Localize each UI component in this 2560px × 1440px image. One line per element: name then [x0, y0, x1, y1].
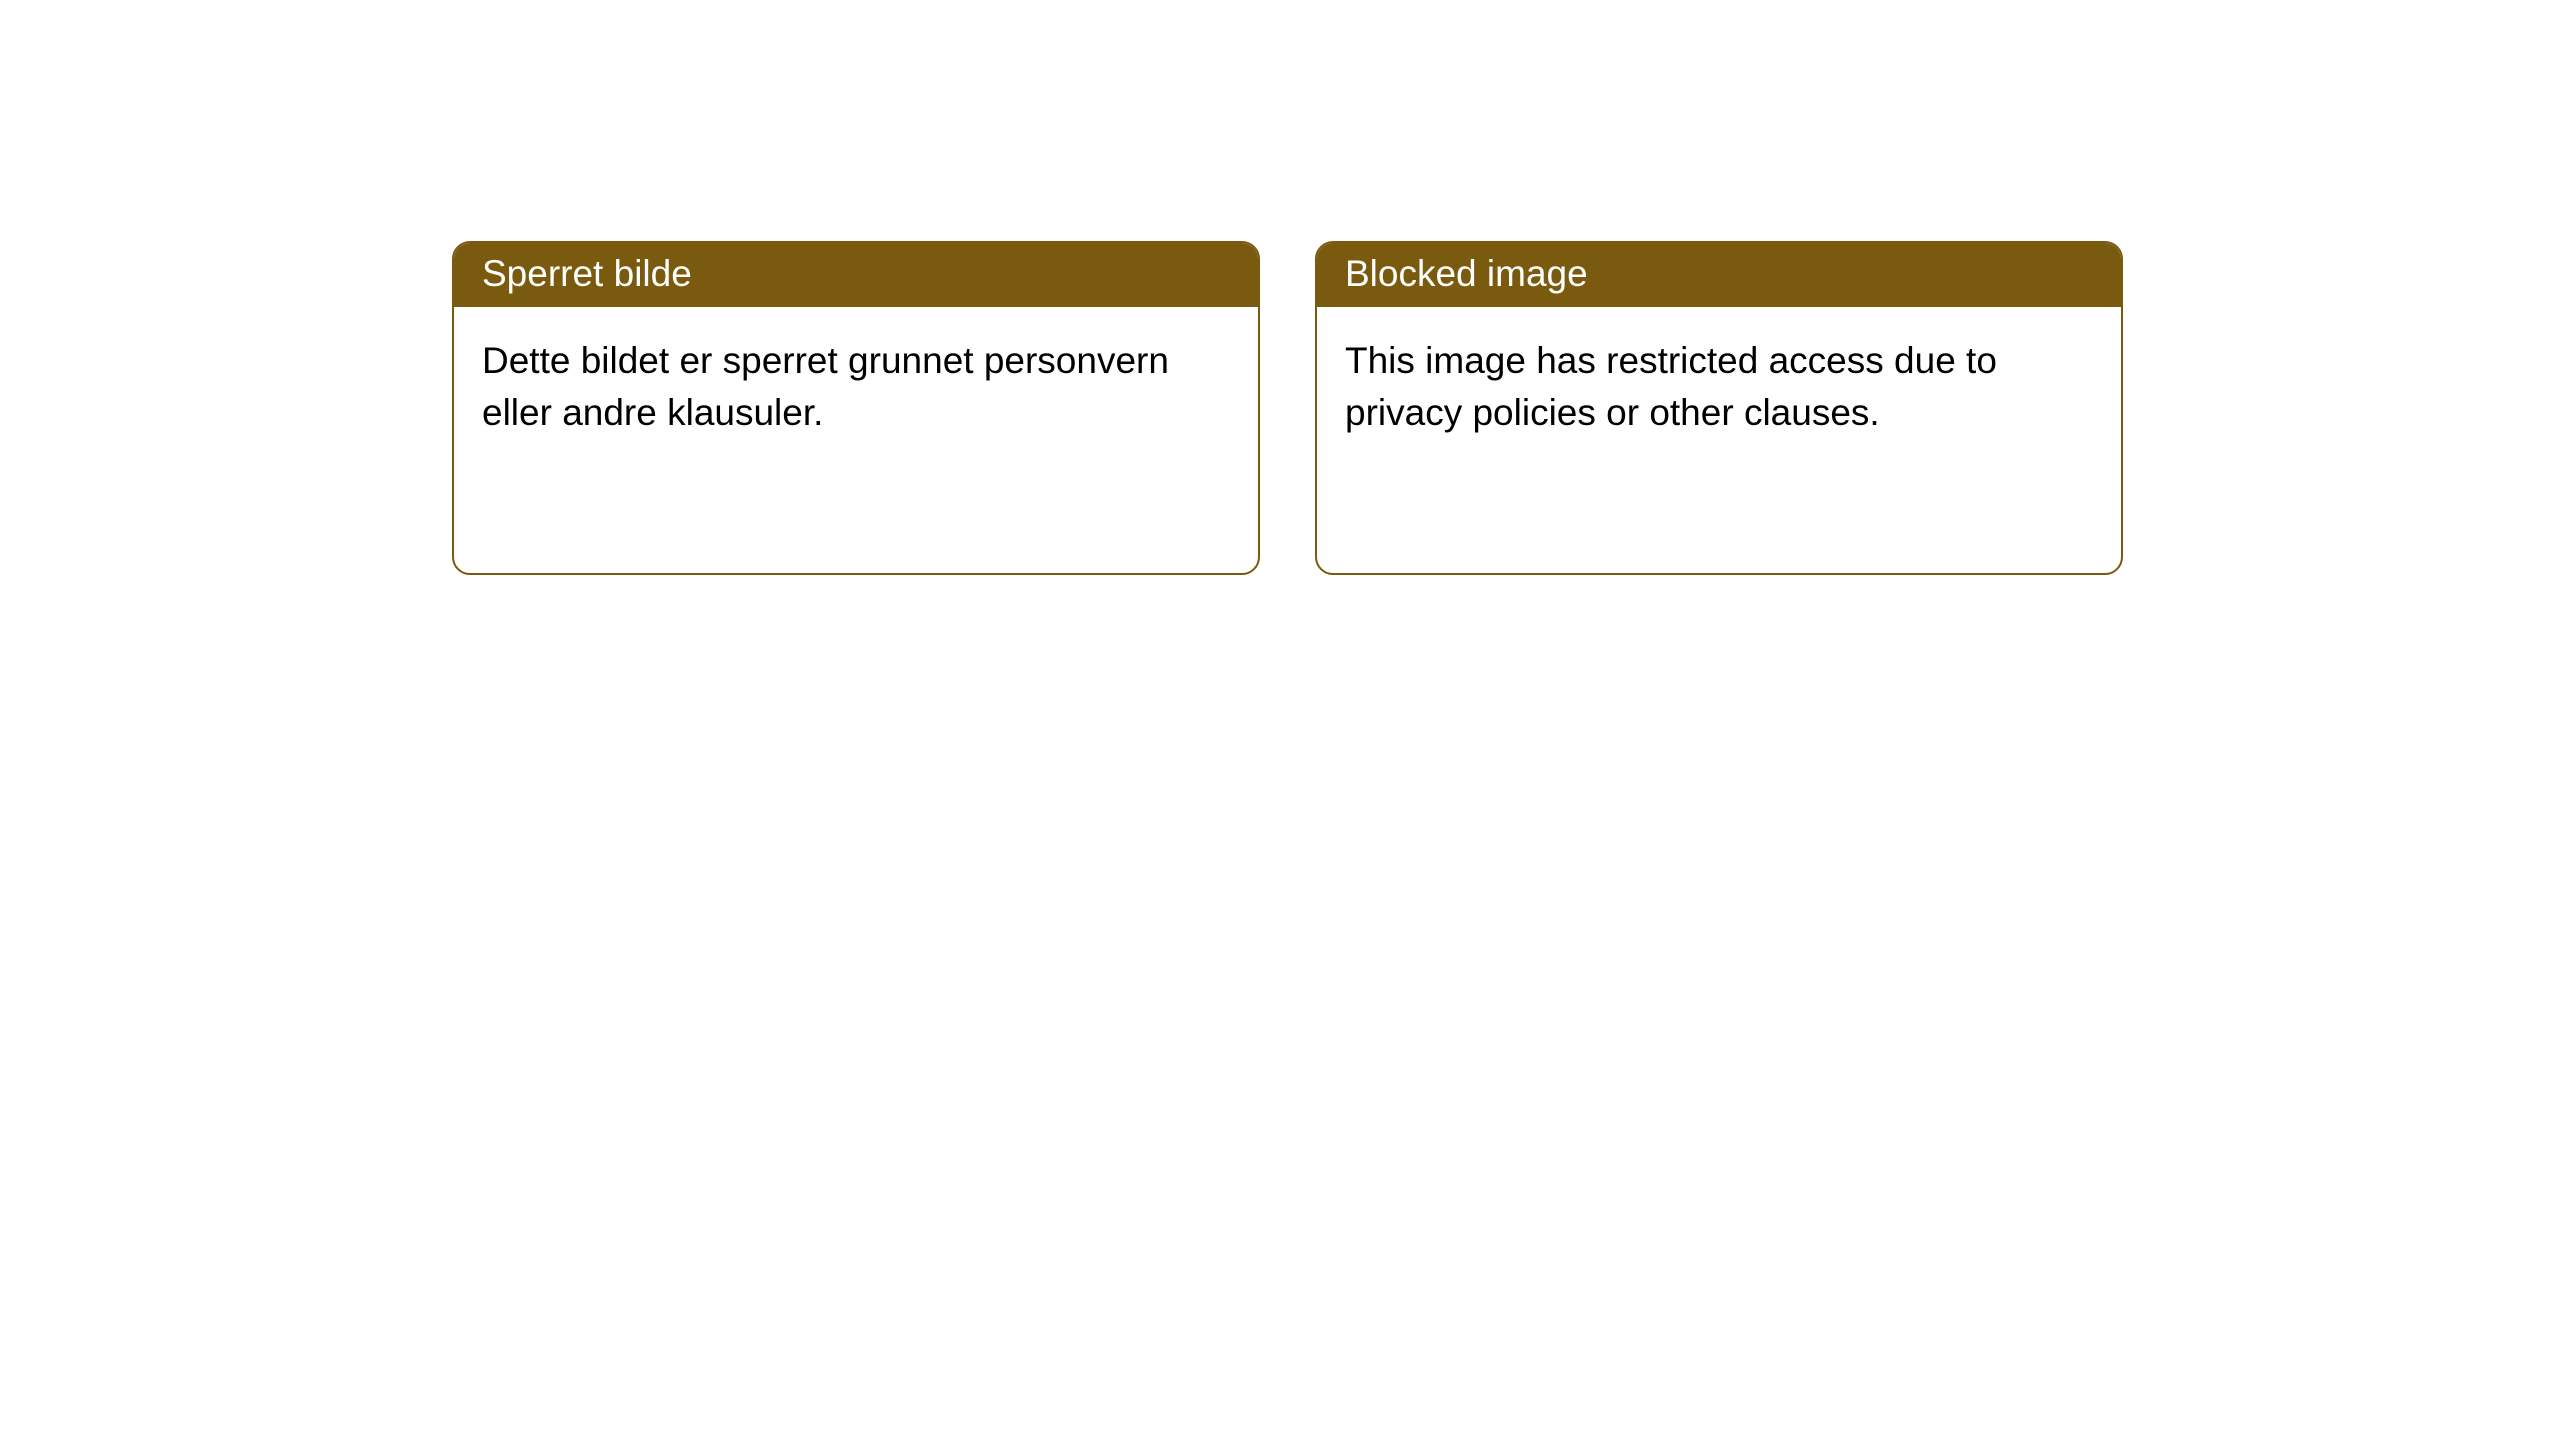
notice-card-english: Blocked image This image has restricted … [1315, 241, 2123, 575]
notice-container: Sperret bilde Dette bildet er sperret gr… [0, 0, 2560, 575]
notice-header: Sperret bilde [454, 243, 1258, 307]
notice-header: Blocked image [1317, 243, 2121, 307]
notice-body: Dette bildet er sperret grunnet personve… [454, 307, 1258, 467]
notice-body: This image has restricted access due to … [1317, 307, 2121, 467]
notice-card-norwegian: Sperret bilde Dette bildet er sperret gr… [452, 241, 1260, 575]
